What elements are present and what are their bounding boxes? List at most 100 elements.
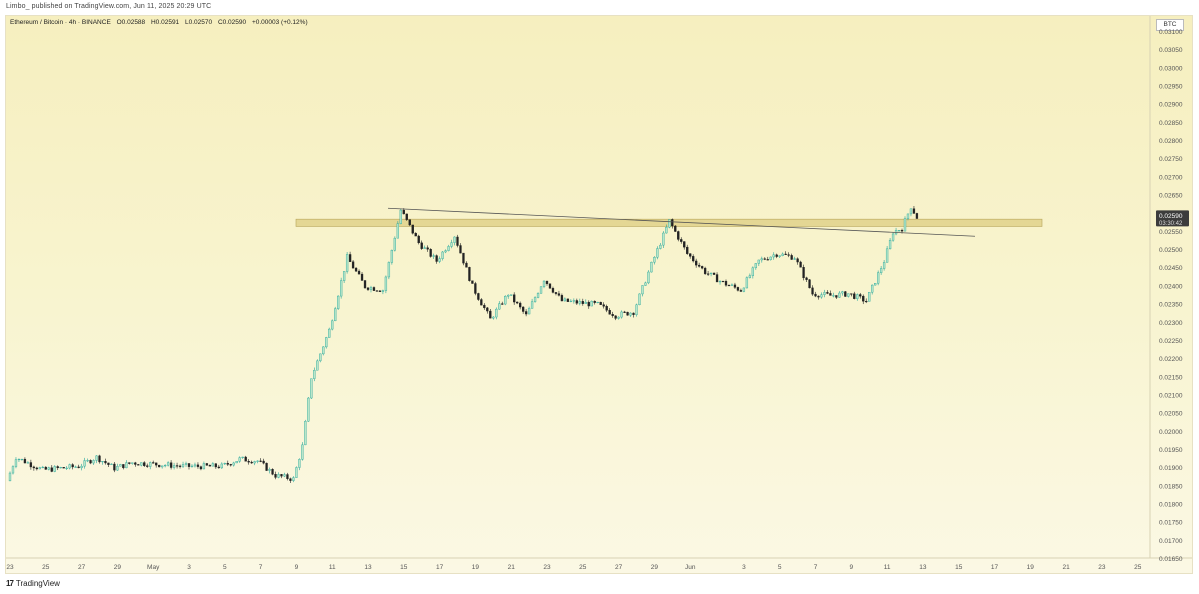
- candle-down: [608, 310, 611, 315]
- candle-down: [104, 461, 107, 464]
- symbol-name: Ethereum / Bitcoin · 4h · BINANCE: [10, 19, 111, 26]
- candle-up: [888, 239, 892, 250]
- x-tick-label: 27: [615, 564, 623, 571]
- candle-up: [492, 316, 495, 319]
- candle-down: [698, 264, 701, 267]
- candle-down: [829, 293, 832, 296]
- candle-up: [166, 462, 170, 466]
- candle-down: [354, 267, 358, 272]
- candle-up: [211, 463, 215, 467]
- candle-down: [408, 219, 411, 226]
- candle-down: [360, 273, 364, 281]
- candle-down: [677, 231, 680, 240]
- candle-up: [277, 474, 280, 478]
- candle-up: [38, 467, 41, 470]
- candle-up: [328, 328, 331, 338]
- candle-down: [175, 465, 179, 467]
- candle-up: [563, 298, 567, 302]
- candle-up: [769, 256, 772, 260]
- candle-up: [59, 467, 62, 469]
- candle-down: [480, 299, 483, 306]
- candle-down: [44, 466, 47, 470]
- candle-up: [542, 280, 546, 287]
- candle-up: [841, 291, 844, 294]
- candle-up: [874, 283, 877, 286]
- candle-down: [244, 456, 247, 462]
- candle-down: [560, 295, 564, 302]
- ohlc-high: H0.02591: [150, 19, 180, 26]
- x-tick-label: 21: [1062, 564, 1070, 571]
- x-tick-label: 23: [1098, 564, 1106, 571]
- candle-down: [802, 267, 805, 279]
- candle-down: [477, 293, 480, 300]
- candle-up: [268, 469, 271, 471]
- candle-down: [71, 464, 74, 468]
- candle-up: [83, 460, 86, 467]
- candle-down: [217, 466, 220, 469]
- ohlc-close: C0.02590: [217, 19, 247, 26]
- candle-up: [856, 294, 859, 299]
- candle-up: [232, 462, 235, 466]
- candle-up: [838, 292, 841, 298]
- candle-up: [47, 467, 50, 470]
- candle-down: [405, 213, 408, 220]
- candle-down: [122, 464, 125, 469]
- tradingview-logo-icon: 17: [6, 579, 14, 588]
- candle-down: [575, 300, 578, 304]
- candle-down: [739, 290, 743, 292]
- candle-down: [790, 255, 793, 260]
- candle-up: [879, 268, 883, 273]
- candle-down: [680, 239, 683, 242]
- candle-down: [483, 304, 486, 309]
- candle-up: [432, 255, 435, 257]
- candle-down: [271, 469, 274, 475]
- candle-up: [882, 262, 886, 269]
- candle-up: [110, 463, 113, 465]
- candle-up: [647, 271, 650, 284]
- symbol-info: Ethereum / Bitcoin · 4h · BINANCE O0.025…: [10, 19, 312, 26]
- candle-down: [593, 300, 596, 303]
- candle-up: [340, 280, 343, 297]
- x-tick-label: 29: [114, 564, 122, 571]
- candle-up: [832, 295, 835, 297]
- candle-down: [683, 241, 686, 248]
- candle-down: [865, 300, 868, 303]
- candle-up: [871, 284, 874, 293]
- currency-badge[interactable]: BTC: [1156, 19, 1184, 31]
- x-tick-label: 25: [579, 564, 587, 571]
- candle-down: [274, 474, 277, 478]
- candle-up: [220, 463, 223, 469]
- x-tick-label: 25: [1134, 564, 1142, 571]
- ohlc-change: +0.00003 (+0.12%): [251, 19, 308, 26]
- candle-down: [712, 272, 716, 275]
- candle-up: [381, 290, 385, 292]
- x-tick-label: 25: [42, 564, 50, 571]
- candle-up: [11, 466, 15, 474]
- candle-down: [715, 274, 719, 283]
- candle-down: [706, 273, 710, 275]
- candle-down: [521, 306, 525, 312]
- candle-up: [68, 464, 71, 469]
- candle-up: [172, 465, 176, 468]
- candle-down: [474, 283, 477, 294]
- x-tick-label: 3: [187, 564, 191, 571]
- candle-up: [223, 462, 226, 465]
- candle-up: [781, 253, 784, 256]
- y-tick-label: 0.02850: [1159, 120, 1183, 127]
- candle-down: [674, 225, 677, 232]
- last-price-label-bg: [1156, 210, 1189, 227]
- candle-down: [721, 280, 725, 283]
- y-tick-label: 0.02150: [1159, 374, 1183, 381]
- candle-up: [307, 397, 310, 422]
- candle-down: [378, 290, 382, 292]
- candle-up: [8, 472, 12, 482]
- candle-down: [519, 302, 522, 308]
- candle-up: [868, 292, 871, 302]
- candle-down: [35, 467, 39, 470]
- x-tick-label: 5: [223, 564, 227, 571]
- candle-down: [844, 291, 847, 297]
- candle-up: [101, 461, 104, 463]
- candle-up: [53, 466, 56, 472]
- chart-frame[interactable]: [5, 15, 1193, 574]
